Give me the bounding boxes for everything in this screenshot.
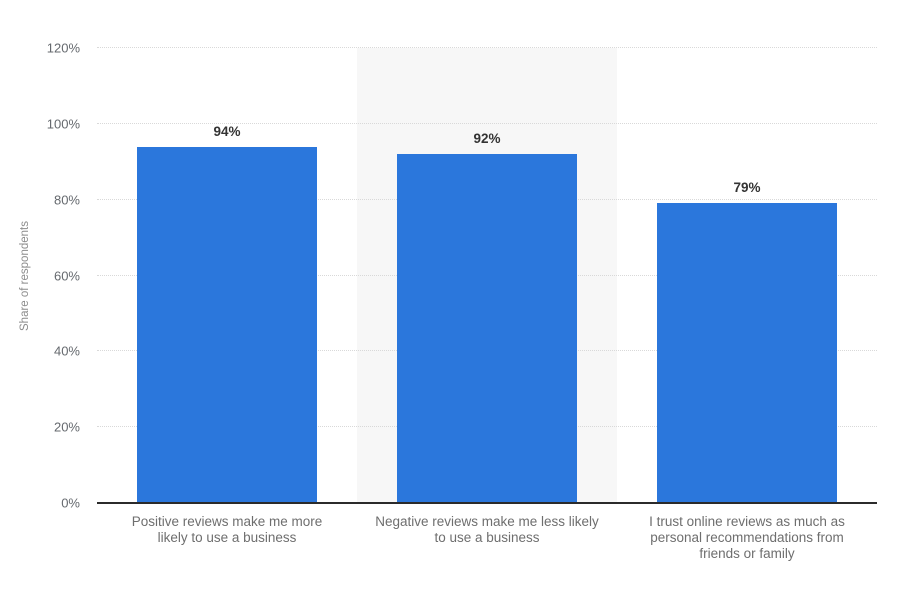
bar-value-label: 94% [213, 123, 241, 139]
y-tick-label: 60% [53, 268, 80, 283]
y-tick-label: 100% [46, 116, 80, 132]
y-tick-label: 80% [53, 192, 80, 208]
gridline [97, 47, 877, 48]
y-tick-label: 120% [46, 40, 80, 56]
x-category-label: I trust online reviews as much as person… [649, 514, 845, 561]
bar[interactable] [397, 154, 577, 503]
y-tick-label: 40% [53, 343, 80, 359]
gridline [97, 122, 877, 124]
bar[interactable] [657, 203, 837, 503]
x-category-label: Negative reviews make me less likely to … [375, 514, 599, 545]
y-tick-label: 0% [61, 495, 80, 511]
bar-value-label: 79% [733, 180, 761, 196]
plot-area: 94% 92% 79% [97, 47, 877, 504]
bar-value-label: 92% [473, 131, 501, 147]
bar[interactable] [137, 146, 317, 503]
x-axis-line [97, 502, 877, 504]
y-tick-label: 20% [53, 419, 80, 435]
x-category-label: Positive reviews make me more likely to … [131, 514, 323, 545]
